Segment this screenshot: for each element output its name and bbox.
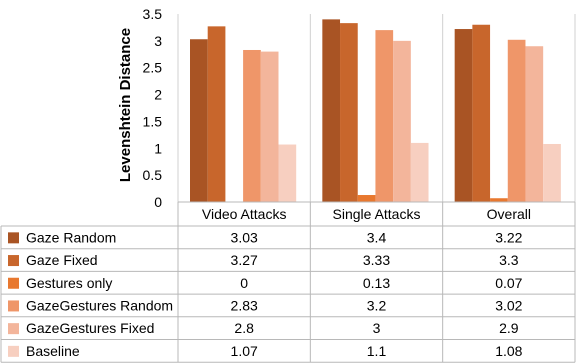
- y-tick-label: 2: [154, 87, 162, 103]
- legend-label: GazeGestures Fixed: [26, 320, 154, 336]
- bar: [543, 143, 561, 202]
- data-label: 3.3: [499, 252, 519, 268]
- data-label: 3.27: [231, 252, 258, 268]
- data-table: Video Attacks Single Attacks Overall Gaze R…: [0, 201, 576, 363]
- y-tick-label: 1.5: [143, 113, 163, 129]
- legend-label: Gaze Random: [26, 229, 116, 245]
- plot-frame: [177, 14, 576, 202]
- data-label: 1.07: [231, 343, 258, 359]
- y-tick-label: 0.5: [143, 167, 163, 183]
- data-label: 3.03: [231, 229, 258, 245]
- y-tick-label: 0: [154, 194, 162, 210]
- data-label: 1.08: [495, 343, 522, 359]
- data-label: 2.8: [234, 320, 254, 336]
- legend-label: Gaze Fixed: [26, 252, 98, 268]
- data-label: 2.83: [231, 297, 258, 313]
- bar: [472, 24, 491, 202]
- bar: [243, 49, 261, 202]
- bar: [278, 144, 297, 202]
- bar: [357, 195, 376, 202]
- y-axis-title: Levenshtein Distance: [117, 28, 134, 182]
- bar: [410, 142, 429, 202]
- x-tick-label: Single Attacks: [333, 206, 421, 222]
- legend-label: GazeGestures Random: [26, 297, 173, 313]
- bar: [490, 198, 508, 202]
- legend-swatch: [8, 300, 19, 312]
- data-label: 0: [240, 275, 248, 291]
- y-tick-label: 1: [154, 140, 162, 156]
- y-tick-label: 3.5: [143, 6, 163, 22]
- data-label: 0.13: [363, 275, 390, 291]
- legend-swatch: [8, 255, 19, 267]
- bar: [375, 30, 394, 202]
- data-label: 3.2: [367, 297, 387, 313]
- y-ticks: 0 0.5 1 1.5 2 2.5 3 3.5: [143, 6, 163, 210]
- data-label: 3.4: [367, 229, 387, 245]
- bar: [454, 29, 473, 203]
- data-label: 3.33: [363, 252, 390, 268]
- bar: [525, 46, 544, 202]
- bar: [393, 40, 411, 202]
- data-label: 1.1: [367, 343, 387, 359]
- bar: [207, 26, 226, 203]
- legend-swatch: [8, 323, 19, 335]
- legend-swatch: [8, 345, 19, 357]
- bar: [260, 51, 279, 202]
- y-tick-label: 2.5: [143, 60, 163, 76]
- bar: [322, 19, 341, 202]
- bars: [190, 19, 561, 203]
- data-label: 3.02: [495, 297, 522, 313]
- data-label: 3: [373, 320, 381, 336]
- legend-label: Baseline: [26, 343, 80, 359]
- x-tick-label: Video Attacks: [202, 206, 287, 222]
- legend-swatch: [8, 277, 19, 289]
- bar: [190, 39, 208, 203]
- data-label: 0.07: [495, 275, 522, 291]
- legend-label: Gestures only: [26, 275, 112, 291]
- bar: [507, 39, 526, 203]
- data-label: 3.22: [495, 229, 522, 245]
- legend-swatch: [8, 232, 19, 244]
- bar: [340, 23, 358, 203]
- data-label: 2.9: [499, 320, 519, 336]
- x-tick-label: Overall: [487, 206, 531, 222]
- y-tick-label: 3: [154, 33, 162, 49]
